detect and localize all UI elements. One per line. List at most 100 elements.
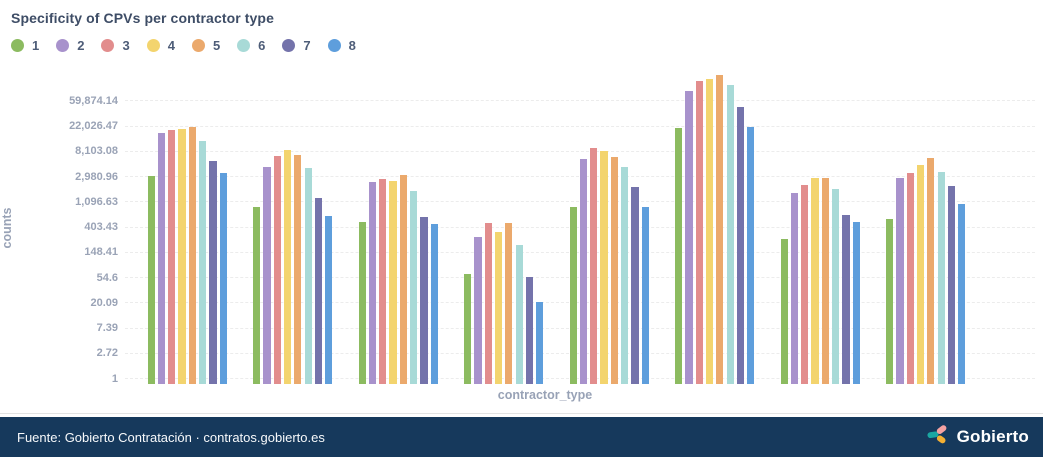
bar-group6-series3[interactable] — [695, 81, 703, 384]
bar-group2-series1[interactable] — [253, 206, 261, 384]
legend-label: 6 — [258, 38, 266, 53]
bar-group1-series4[interactable] — [178, 128, 186, 384]
bar-group5-series2[interactable] — [579, 159, 588, 384]
bar-group7-series7[interactable] — [842, 215, 850, 384]
legend-label: 2 — [77, 38, 85, 53]
bar-group8-series2[interactable] — [896, 177, 904, 384]
bar-group4-series7[interactable] — [525, 276, 534, 384]
bar-group2-series5[interactable] — [294, 154, 302, 384]
legend-item-3[interactable]: 3 — [101, 38, 130, 53]
bar-group7-series3[interactable] — [801, 184, 809, 384]
gridline — [125, 100, 1035, 102]
bar-group1-series5[interactable] — [188, 127, 196, 384]
bar-group6-series5[interactable] — [716, 74, 724, 384]
legend-item-6[interactable]: 6 — [237, 38, 265, 53]
y-tick-label: 1 — [111, 372, 118, 385]
bar-group1-series8[interactable] — [219, 172, 227, 384]
bar-group2-series4[interactable] — [283, 150, 292, 384]
bar-group7-series8[interactable] — [852, 221, 860, 384]
legend-label: 4 — [167, 38, 175, 53]
bar-group7-series6[interactable] — [832, 188, 840, 384]
gridline — [125, 125, 1035, 127]
bar-group3-series6[interactable] — [410, 190, 418, 384]
y-tick-label: 7.39 — [96, 322, 118, 335]
legend-swatch-icon — [282, 39, 296, 52]
bar-group3-series2[interactable] — [368, 181, 377, 384]
bar-group4-series5[interactable] — [505, 222, 513, 384]
bar-group3-series7[interactable] — [420, 216, 428, 384]
brand-wordmark: Gobierto — [956, 427, 1029, 446]
bar-group4-series8[interactable] — [536, 301, 544, 384]
bar-group8-series1[interactable] — [886, 219, 894, 384]
bar-group3-series1[interactable] — [358, 221, 366, 384]
y-tick-label: 8,103.08 — [75, 145, 118, 158]
x-axis-title: contractor_type — [497, 388, 593, 402]
bar-group1-series2[interactable] — [157, 133, 166, 384]
legend-label: 8 — [348, 38, 356, 53]
bar-group3-series8[interactable] — [430, 224, 438, 384]
y-tick-label: 403.43 — [84, 221, 118, 234]
legend: 1 2 3 4 5 6 7 8 — [11, 38, 356, 53]
bar-group6-series8[interactable] — [747, 126, 755, 384]
bar-group6-series7[interactable] — [736, 106, 745, 384]
legend-item-7[interactable]: 7 — [282, 38, 311, 53]
bar-group8-series8[interactable] — [958, 203, 966, 384]
bar-group6-series4[interactable] — [705, 78, 714, 384]
bar-group8-series6[interactable] — [937, 172, 945, 384]
bar-group5-series3[interactable] — [590, 147, 598, 384]
legend-item-8[interactable]: 8 — [327, 38, 356, 53]
legend-swatch-icon — [101, 39, 115, 52]
y-tick-label: 2.72 — [96, 347, 118, 360]
bar-group1-series7[interactable] — [209, 160, 217, 384]
bar-group6-series2[interactable] — [685, 91, 693, 384]
bar-group8-series3[interactable] — [906, 173, 914, 384]
y-tick-label: 22,026.47 — [69, 120, 118, 133]
bar-group5-series4[interactable] — [600, 151, 608, 384]
legend-item-4[interactable]: 4 — [146, 38, 175, 53]
bar-group4-series6[interactable] — [515, 245, 523, 384]
legend-item-1[interactable]: 1 — [11, 38, 39, 53]
legend-item-2[interactable]: 2 — [56, 38, 84, 53]
legend-item-5[interactable]: 5 — [191, 38, 220, 53]
y-tick-label: 54.6 — [96, 271, 118, 284]
bar-group5-series5[interactable] — [610, 156, 618, 384]
bar-group1-series1[interactable] — [147, 175, 155, 384]
bar-group5-series1[interactable] — [569, 206, 577, 384]
legend-label: 7 — [303, 38, 311, 53]
bar-group1-series3[interactable] — [168, 130, 176, 384]
legend-swatch-icon — [191, 39, 205, 52]
bar-group7-series2[interactable] — [790, 193, 799, 384]
bar-group8-series4[interactable] — [916, 164, 925, 384]
gobierto-logo-icon — [927, 423, 950, 451]
bar-group2-series6[interactable] — [304, 168, 312, 384]
bar-group4-series2[interactable] — [474, 236, 482, 384]
bar-group7-series4[interactable] — [811, 178, 819, 384]
bar-group5-series8[interactable] — [641, 207, 649, 384]
y-tick-label: 59,874.14 — [69, 94, 118, 107]
bar-group3-series3[interactable] — [379, 179, 387, 384]
bar-group8-series5[interactable] — [927, 157, 935, 384]
y-tick-label: 20.09 — [90, 296, 118, 309]
bar-group5-series6[interactable] — [621, 166, 629, 384]
bar-group2-series8[interactable] — [325, 215, 333, 384]
bar-group3-series5[interactable] — [399, 175, 407, 384]
footer-bar: Fuente: Gobierto Contratación · contrato… — [0, 417, 1043, 457]
legend-swatch-icon — [11, 39, 24, 52]
gridline — [125, 150, 1035, 152]
bar-group4-series4[interactable] — [494, 232, 503, 384]
bar-group3-series4[interactable] — [389, 181, 397, 384]
y-tick-label: 1,096.63 — [75, 195, 118, 208]
bar-group4-series3[interactable] — [484, 223, 492, 384]
bar-group5-series7[interactable] — [631, 187, 639, 384]
bar-group2-series7[interactable] — [314, 197, 323, 384]
bar-group7-series5[interactable] — [821, 177, 829, 384]
bar-group4-series1[interactable] — [464, 274, 472, 384]
bar-group2-series2[interactable] — [263, 167, 271, 384]
bar-group2-series3[interactable] — [273, 155, 281, 384]
bar-group6-series6[interactable] — [726, 85, 734, 384]
bar-group6-series1[interactable] — [675, 127, 683, 384]
bar-group1-series6[interactable] — [199, 140, 207, 384]
bar-group8-series7[interactable] — [947, 185, 956, 384]
bar-group7-series1[interactable] — [780, 239, 788, 384]
